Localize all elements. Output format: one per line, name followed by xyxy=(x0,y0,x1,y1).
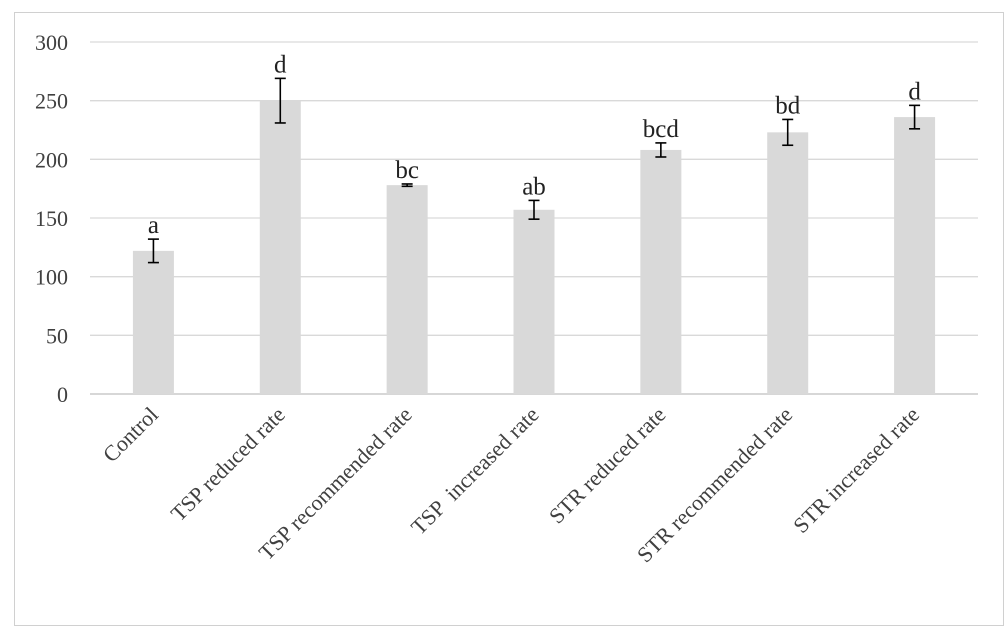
y-tick-label: 100 xyxy=(35,265,68,290)
significance-label: ab xyxy=(522,173,546,200)
bar xyxy=(259,100,301,395)
significance-label: bcd xyxy=(643,116,680,143)
significance-label: d xyxy=(274,51,287,78)
x-category-label: TSP increased rate xyxy=(406,402,544,540)
y-tick-label: 300 xyxy=(35,30,68,55)
x-category-label: STR reduced rate xyxy=(544,402,671,529)
y-tick-label: 200 xyxy=(35,147,68,172)
y-tick-label: 50 xyxy=(46,323,68,348)
significance-label: a xyxy=(148,212,159,239)
x-category-label: STR increased rate xyxy=(788,402,924,538)
bar xyxy=(132,250,174,394)
bar xyxy=(894,117,936,395)
chart-frame xyxy=(14,12,1004,626)
significance-label: bc xyxy=(395,157,419,184)
bar xyxy=(767,132,809,394)
bar xyxy=(513,209,555,394)
bar xyxy=(386,185,428,394)
y-tick-label: 250 xyxy=(35,89,68,114)
bar xyxy=(640,149,682,394)
significance-label: bd xyxy=(775,92,801,119)
significance-label: d xyxy=(908,78,921,105)
y-tick-label: 150 xyxy=(35,206,68,231)
x-category-label: TSP reduced rate xyxy=(166,402,290,526)
y-tick-label: 0 xyxy=(57,382,68,407)
x-category-label: Control xyxy=(98,402,163,467)
